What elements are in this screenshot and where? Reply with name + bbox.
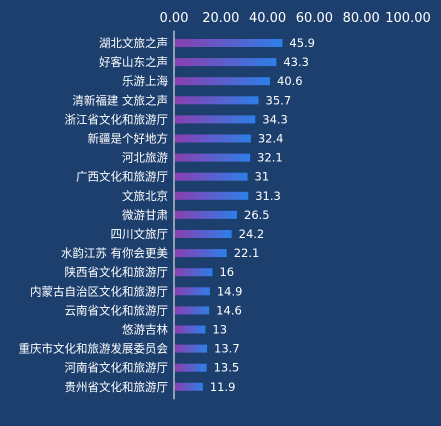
category-label: 河南省文化和旅游厅 [65,361,169,375]
value-label: 32.1 [257,151,283,165]
x-tick-label: 20.00 [202,11,239,26]
value-label: 24.2 [239,227,265,241]
category-label: 水韵江苏 有你会更美 [61,246,169,260]
bar [175,344,208,353]
bar [175,382,203,391]
category-label: 云南省文化和旅游厅 [65,303,169,317]
value-label: 32.4 [258,132,284,146]
bar [175,210,238,219]
category-label: 浙江省文化和旅游厅 [65,112,169,126]
x-axis-ticks: 0.00 20.00 40.00 60.00 80.00 100.00 [160,11,431,26]
value-label: 13 [212,323,227,337]
value-label: 35.7 [266,93,292,107]
bar [175,172,248,181]
category-label: 清新福建 文旅之声 [72,93,168,107]
value-label: 16 [219,265,234,279]
value-label: 40.6 [277,74,303,88]
bar [175,96,259,105]
bar [175,191,249,200]
bar [175,230,232,238]
category-label: 河北旅游 [122,151,168,165]
category-label: 文旅北京 [122,189,168,203]
x-tick-label: 100.00 [385,11,431,26]
category-label: 内蒙古自治区文化和旅游厅 [30,284,168,298]
bar [175,363,207,372]
category-label: 广西文化和旅游厅 [76,170,168,184]
bar [175,287,210,296]
bar [175,325,206,334]
bar [175,268,213,277]
category-label: 好客山东之声 [99,55,168,69]
value-label: 13.5 [214,361,240,375]
value-label: 14.6 [216,303,242,317]
bar [175,249,227,258]
bar [175,115,256,124]
value-label: 11.9 [210,380,236,394]
category-label: 重庆市文化和旅游发展委员会 [19,342,169,356]
value-label: 26.5 [244,208,270,222]
value-label: 13.7 [214,342,240,356]
category-label: 湖北文旅之声 [99,36,168,50]
category-label: 四川文旅厅 [111,227,169,241]
bar [175,134,251,143]
value-label: 22.1 [234,246,260,260]
bar [175,306,210,315]
value-label: 43.3 [283,55,309,69]
bar [175,77,271,86]
category-label: 陕西省文化和旅游厅 [65,265,169,279]
category-label: 新疆是个好地方 [88,132,169,146]
x-tick-label: 40.00 [249,11,286,26]
value-label: 14.9 [217,284,243,298]
x-tick-label: 60.00 [296,11,333,26]
x-tick-label: 0.00 [160,11,189,26]
bars: 湖北文旅之声 45.9 好客山东之声 43.3 乐游上海 40.6 清新福建 文旅之声 35.… [19,36,316,394]
value-label: 31 [255,170,270,184]
category-label: 悠游吉林 [122,323,168,337]
category-label: 乐游上海 [122,74,168,88]
category-label: 贵州省文化和旅游厅 [65,380,169,394]
value-label: 31.3 [255,189,281,203]
value-label: 45.9 [289,36,315,50]
bar [175,153,251,162]
value-label: 34.3 [262,112,288,126]
x-tick-label: 80.00 [343,11,380,26]
bar [175,39,283,47]
category-label: 微游甘肃 [122,208,168,222]
bar [175,58,277,67]
